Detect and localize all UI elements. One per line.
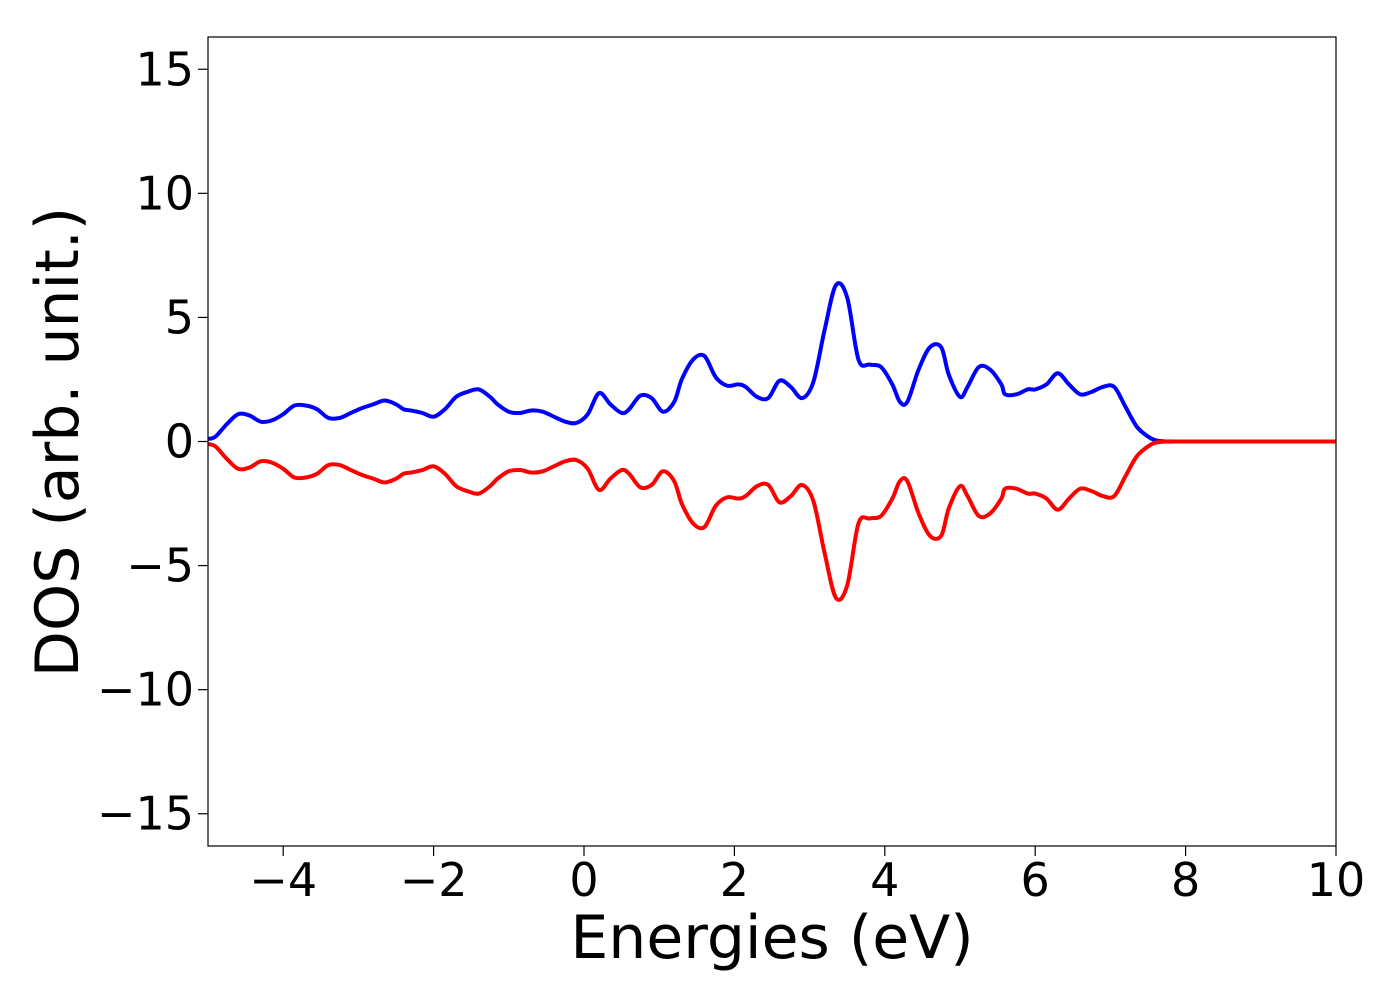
x-tick-label: 10: [1307, 853, 1366, 907]
series-layer: [208, 281, 1336, 602]
y-tick-label: −10: [97, 663, 194, 717]
x-tick-label: 0: [569, 853, 598, 907]
y-tick-label: 0: [165, 415, 194, 469]
x-tick-label: 2: [720, 853, 749, 907]
x-tick-label: 4: [870, 853, 899, 907]
x-axis-title: Energies (eV): [570, 903, 973, 973]
tick-labels: −4 −2 0 2 4 6 8 10 15 10 5 0 −5 −10 −15: [97, 42, 1365, 907]
x-tick-label: 6: [1021, 853, 1050, 907]
y-tick-label: −5: [126, 539, 194, 593]
y-tick-label: 10: [135, 166, 194, 220]
dos-line-blue: [208, 281, 1336, 444]
dos-line-red: [208, 439, 1336, 602]
x-tick-label: −4: [249, 853, 317, 907]
y-tick-label: 5: [165, 290, 194, 344]
axis-ticks: [198, 68, 1337, 856]
y-tick-label: −15: [97, 787, 194, 841]
plot-frame: [207, 36, 1337, 847]
x-tick-label: −2: [400, 853, 468, 907]
x-tick-label: 8: [1171, 853, 1200, 907]
y-tick-label: 15: [135, 42, 194, 96]
y-axis-title: DOS (arb. unit.): [23, 207, 93, 677]
